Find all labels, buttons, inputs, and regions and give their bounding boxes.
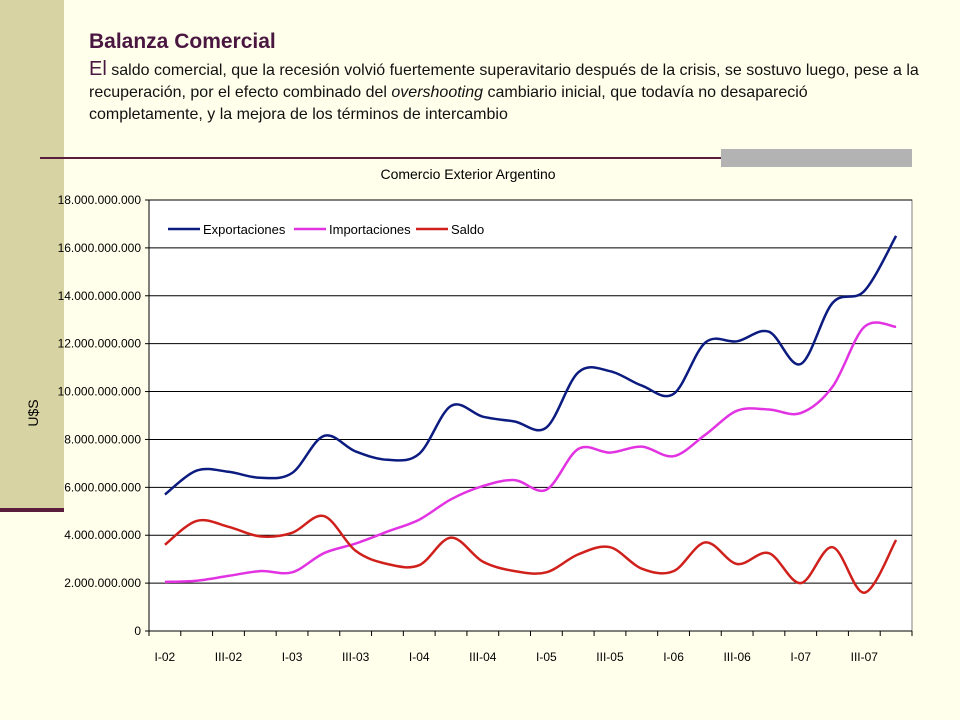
y-tick-label: 18.000.000.000: [58, 193, 142, 207]
sidebar-cap: [0, 508, 64, 512]
y-tick-label: 8.000.000.000: [64, 432, 141, 446]
y-tick-label: 2.000.000.000: [64, 576, 141, 590]
x-tick-label: III-05: [596, 650, 624, 664]
series-line-importaciones: [164, 321, 897, 584]
subtitle-lead: El: [89, 58, 107, 80]
x-tick-label: III-07: [851, 650, 879, 664]
legend-label: Saldo: [451, 222, 484, 237]
legend-label: Exportaciones: [203, 222, 286, 237]
slide-title: Balanza Comercial: [89, 30, 276, 53]
subtitle-italic: overshooting: [391, 84, 484, 101]
slide-subtitle: El saldo comercial, que la recesión volv…: [89, 58, 919, 126]
x-tick-label: III-04: [469, 650, 497, 664]
y-tick-label: 10.000.000.000: [58, 385, 142, 399]
series-line-exportaciones: [164, 235, 898, 496]
legend-label: Importaciones: [329, 222, 411, 237]
y-tick-label: 14.000.000.000: [58, 289, 142, 303]
subtitle-part1: saldo comercial, que la recesión volvió …: [89, 62, 919, 101]
y-tick-label: 0: [134, 624, 141, 638]
x-tick-label: III-03: [342, 650, 370, 664]
x-tick-label: III-06: [723, 650, 751, 664]
y-tick-label: 4.000.000.000: [64, 528, 141, 542]
y-axis-label: U$S: [25, 399, 41, 426]
x-tick-label: I-03: [282, 650, 303, 664]
x-tick-label: I-02: [155, 650, 176, 664]
x-tick-label: I-07: [790, 650, 811, 664]
y-tick-label: 16.000.000.000: [58, 241, 142, 255]
series-line-saldo: [164, 514, 898, 594]
chart-title: Comercio Exterior Argentino: [380, 166, 555, 182]
header-rule: [40, 157, 912, 159]
plot-area: [148, 199, 913, 632]
y-tick-label: 6.000.000.000: [64, 480, 141, 494]
x-tick-label: I-06: [663, 650, 684, 664]
sidebar-band: [0, 0, 64, 510]
header-rule-block: [721, 149, 912, 167]
x-tick-label: I-04: [409, 650, 430, 664]
y-tick-label: 12.000.000.000: [58, 337, 142, 351]
subtitle-part2: cambiario inicial, que todavía no desapa…: [89, 84, 808, 123]
x-tick-label: III-02: [215, 650, 243, 664]
x-tick-label: I-05: [536, 650, 557, 664]
